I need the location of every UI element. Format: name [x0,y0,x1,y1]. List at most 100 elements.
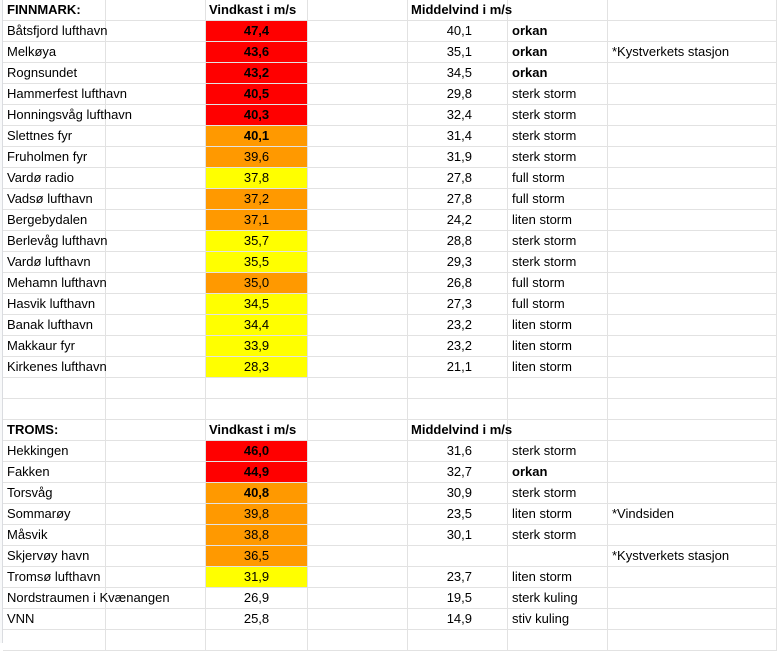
empty-cell[interactable] [508,399,608,420]
empty-cell[interactable] [608,630,777,651]
empty-cell[interactable] [408,399,508,420]
gust-cell[interactable]: 26,9 [206,588,308,609]
empty-cell[interactable] [308,588,408,609]
empty-cell[interactable] [308,567,408,588]
gust-cell[interactable]: 34,5 [206,294,308,315]
station-cell[interactable]: Makkaur fyr [3,336,106,357]
note-cell[interactable] [608,483,777,504]
category-cell[interactable]: stiv kuling [508,609,608,630]
category-cell[interactable]: sterk storm [508,252,608,273]
mean-wind-cell[interactable]: 30,1 [408,525,508,546]
category-cell[interactable]: sterk storm [508,105,608,126]
empty-cell[interactable] [608,378,777,399]
station-cell[interactable]: Hekkingen [3,441,106,462]
category-cell[interactable]: orkan [508,63,608,84]
note-cell[interactable] [608,168,777,189]
mean-wind-cell[interactable]: 31,4 [408,126,508,147]
empty-cell[interactable] [308,189,408,210]
station-cell[interactable]: Skjervøy havn [3,546,106,567]
empty-cell[interactable] [106,294,206,315]
gust-cell[interactable]: 39,6 [206,147,308,168]
note-cell[interactable] [608,294,777,315]
empty-cell[interactable] [106,525,206,546]
empty-cell[interactable] [308,483,408,504]
station-cell[interactable]: Nordstraumen i Kvænangen [3,588,170,609]
mean-wind-cell[interactable]: 23,7 [408,567,508,588]
empty-cell[interactable] [308,504,408,525]
empty-cell[interactable] [508,378,608,399]
region-header-cell[interactable]: TROMS: [3,420,106,441]
empty-cell[interactable] [106,504,206,525]
empty-cell[interactable] [308,252,408,273]
station-cell[interactable]: VNN [3,609,106,630]
empty-cell[interactable] [608,420,777,441]
gust-cell[interactable]: 40,5 [206,84,308,105]
station-cell[interactable]: Kirkenes lufthavn [3,357,107,378]
note-cell[interactable] [608,21,777,42]
note-cell[interactable] [608,126,777,147]
empty-cell[interactable] [106,357,206,378]
empty-cell[interactable] [106,63,206,84]
station-cell[interactable]: Måsvik [3,525,106,546]
empty-cell[interactable] [106,0,206,21]
note-cell[interactable] [608,462,777,483]
empty-cell[interactable] [106,441,206,462]
category-cell[interactable]: sterk storm [508,483,608,504]
mean-wind-cell[interactable]: 23,5 [408,504,508,525]
empty-cell[interactable] [106,609,206,630]
region-header-cell[interactable]: FINNMARK: [3,0,106,21]
empty-cell[interactable] [308,546,408,567]
empty-cell[interactable] [106,399,206,420]
gust-cell[interactable]: 36,5 [206,546,308,567]
empty-cell[interactable] [508,420,608,441]
mean-wind-cell[interactable]: 19,5 [408,588,508,609]
mean-wind-cell[interactable]: 28,8 [408,231,508,252]
empty-cell[interactable] [3,630,106,651]
gust-cell[interactable]: 28,3 [206,357,308,378]
mean-wind-cell[interactable]: 26,8 [408,273,508,294]
gust-cell[interactable]: 31,9 [206,567,308,588]
gust-cell[interactable]: 43,2 [206,63,308,84]
note-cell[interactable] [608,567,777,588]
empty-cell[interactable] [308,399,408,420]
empty-cell[interactable] [408,378,508,399]
empty-cell[interactable] [308,294,408,315]
empty-cell[interactable] [106,210,206,231]
category-cell[interactable]: sterk storm [508,147,608,168]
empty-cell[interactable] [308,63,408,84]
station-cell[interactable]: Fruholmen fyr [3,147,106,168]
note-cell[interactable] [608,105,777,126]
empty-cell[interactable] [106,273,206,294]
mean-wind-cell[interactable]: 32,4 [408,105,508,126]
mean-wind-cell[interactable]: 14,9 [408,609,508,630]
note-cell[interactable] [608,252,777,273]
empty-cell[interactable] [308,0,408,21]
note-cell[interactable] [608,189,777,210]
empty-cell[interactable] [106,588,206,609]
empty-cell[interactable] [106,168,206,189]
note-cell[interactable] [608,63,777,84]
empty-cell[interactable] [308,42,408,63]
category-cell[interactable]: full storm [508,294,608,315]
empty-cell[interactable] [106,336,206,357]
gust-cell[interactable]: 34,4 [206,315,308,336]
note-cell[interactable] [608,609,777,630]
station-cell[interactable]: Vardø lufthavn [3,252,106,273]
note-cell[interactable] [608,84,777,105]
gust-cell[interactable]: 39,8 [206,504,308,525]
empty-cell[interactable] [308,336,408,357]
empty-cell[interactable] [308,378,408,399]
category-cell[interactable]: sterk storm [508,441,608,462]
empty-cell[interactable] [308,231,408,252]
empty-cell[interactable] [608,399,777,420]
note-cell[interactable]: *Kystverkets stasjon [608,42,777,63]
empty-cell[interactable] [308,630,408,651]
empty-cell[interactable] [106,126,206,147]
empty-cell[interactable] [106,420,206,441]
station-cell[interactable]: Tromsø lufthavn [3,567,106,588]
gust-header-cell[interactable]: Vindkast i m/s [206,0,308,21]
station-cell[interactable]: Vardø radio [3,168,106,189]
category-cell[interactable]: liten storm [508,504,608,525]
empty-cell[interactable] [308,420,408,441]
gust-cell[interactable]: 46,0 [206,441,308,462]
